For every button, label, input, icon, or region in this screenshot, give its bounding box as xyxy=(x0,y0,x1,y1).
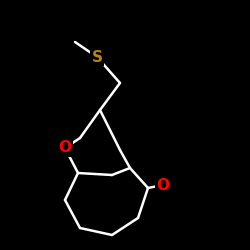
Text: O: O xyxy=(58,140,71,156)
Text: S: S xyxy=(92,50,102,64)
Text: O: O xyxy=(156,178,170,192)
